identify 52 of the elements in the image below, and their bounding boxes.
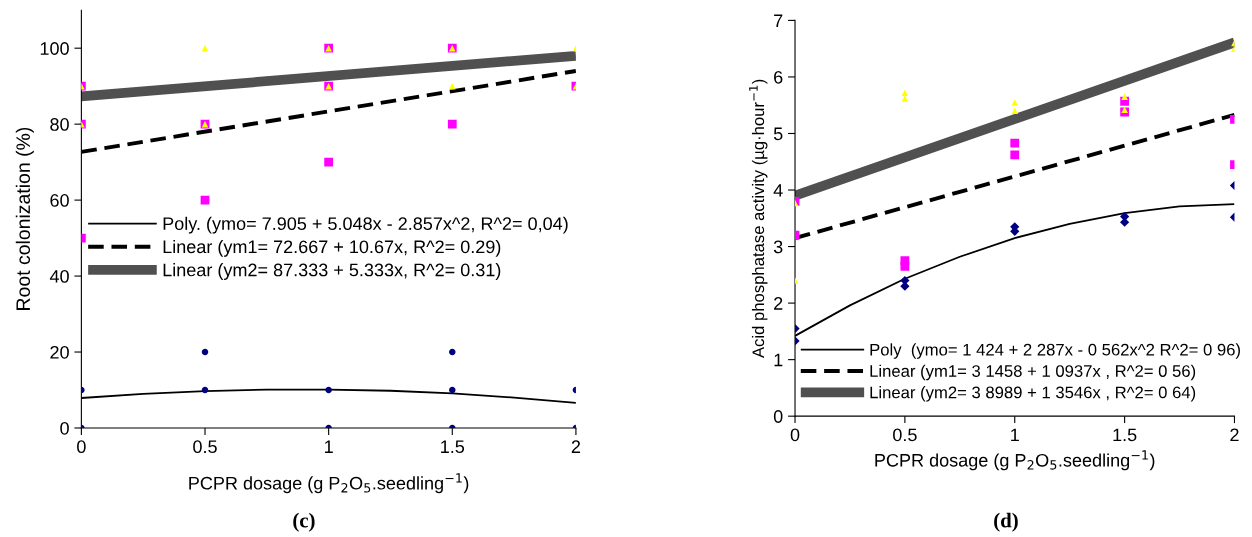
point [900,256,910,266]
point [447,119,457,129]
y-tick-label: 4 [773,184,783,197]
y-tick-label: 0 [773,410,783,423]
x-tick-label: 2 [571,440,581,453]
y-tick-label: 6 [774,70,783,84]
y-tick-label: 2 [774,297,783,310]
point [1011,107,1018,115]
point [1011,99,1018,106]
point [325,386,332,394]
point [201,348,209,356]
y-axis-title: Acid phosphatase activity (µg·hour$^{−1}$) [749,79,768,359]
legend-label: Poly (ymo= 1 424 + 2 287x - 0 562x^2 R^2= 0 96) [870,343,1240,359]
point [1010,138,1020,148]
point [1010,150,1020,160]
x-tick-label: 1.5 [1113,428,1137,442]
point [201,386,209,394]
point [901,95,909,102]
legend-label: Poly. (ymo= 7.905 + 5.048x - 2.857x^2, R^2= 0,04) [163,216,568,234]
x-tick-label: 0 [77,440,86,454]
x-axis-title: PCPR dosage (g P$_{2}$O$_{5}$.seedling$^{−1}$) [875,450,1155,471]
x-axis-title: PCPR dosage (g P$_{2}$O$_{5}$.seedling$^{−1}$) [189,473,469,494]
point [1121,106,1128,113]
x-tick-label: 1 [1011,428,1019,442]
y-axis-title: Root colonization (%) [15,127,34,310]
y-tick-label: 7 [774,14,783,27]
legend-label: Linear (ym1= 3 1458 + 1 0937x , R^2= 0 56) [870,364,1196,381]
legend-label: Linear (ym2= 87.333 + 5.333x, R^2= 0.31) [163,263,501,280]
y-tick-label: 5 [773,127,783,141]
point [324,157,334,167]
y-tick-label: 40 [49,270,69,283]
y-tick-label: 20 [50,345,69,359]
legend-label: Linear (ym2= 3 8989 + 1 3546x , R^2= 0 64) [870,386,1196,402]
y-tick-label: 1 [774,353,783,367]
x-tick-label: 1 [325,440,333,453]
y-tick-label: 3 [773,240,783,254]
y-tick-label: 100 [40,42,69,55]
x-tick-label: 2 [1230,428,1239,442]
y-tick-label: 80 [50,118,69,131]
x-tick-label: 0 [790,428,800,442]
legend-label: Linear (ym1= 72.667 + 10.67x, R^2= 0.29) [163,239,501,257]
point [449,386,456,394]
point [1121,93,1128,100]
point [449,348,456,356]
x-tick-label: 1.5 [441,440,465,454]
text: (d) [994,512,1018,532]
x-tick-label: 0.5 [193,440,217,454]
point [449,82,456,90]
point [901,89,909,97]
text: (c) [293,512,315,532]
x-tick-label: 0.5 [893,428,917,442]
y-tick-label: 60 [50,194,69,207]
